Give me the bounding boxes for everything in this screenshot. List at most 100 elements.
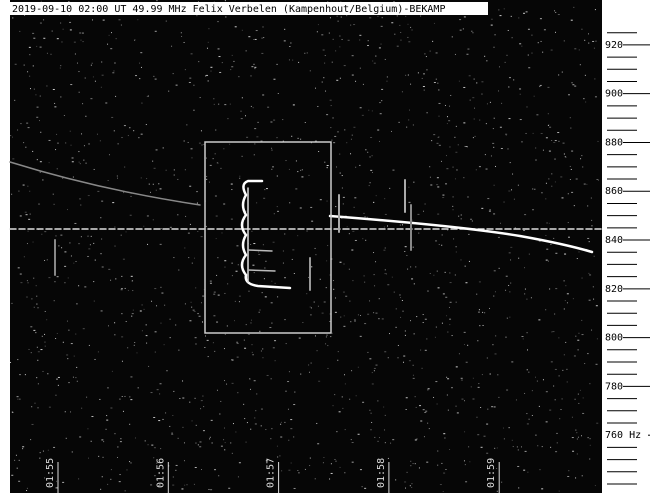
noise-dot (505, 54, 508, 56)
noise-dot (230, 183, 233, 185)
noise-dot (566, 293, 569, 295)
noise-dot (219, 413, 221, 415)
noise-dot (125, 321, 127, 323)
noise-dot (405, 15, 407, 17)
noise-dot (154, 475, 156, 477)
noise-dot (124, 166, 126, 168)
noise-dot (383, 226, 385, 228)
noise-dot (183, 460, 185, 462)
noise-dot (224, 260, 227, 262)
noise-dot (409, 485, 411, 487)
noise-dot (100, 310, 103, 312)
noise-dot (589, 438, 591, 440)
noise-dot (556, 442, 558, 444)
noise-dot (51, 30, 53, 32)
noise-dot (359, 39, 361, 41)
noise-dot (404, 487, 406, 489)
noise-dot (12, 411, 14, 413)
noise-dot (188, 257, 190, 259)
noise-dot (262, 348, 264, 350)
noise-dot (54, 281, 56, 283)
noise-dot (428, 428, 430, 430)
noise-dot (240, 118, 243, 120)
noise-dot (408, 360, 411, 362)
noise-dot (339, 77, 341, 79)
noise-dot (78, 91, 80, 93)
noise-dot (351, 461, 354, 463)
noise-dot (510, 259, 512, 261)
noise-dot (414, 439, 417, 441)
noise-dot (587, 205, 589, 207)
noise-dot (400, 316, 402, 318)
noise-dot (50, 53, 52, 55)
noise-dot (586, 183, 588, 185)
noise-dot (67, 277, 69, 279)
noise-dot (250, 319, 252, 321)
noise-dot (251, 344, 253, 346)
noise-dot (145, 324, 147, 326)
noise-dot (501, 102, 503, 104)
noise-dot (54, 102, 56, 104)
noise-dot (48, 139, 51, 141)
noise-dot (321, 34, 324, 36)
noise-dot (545, 198, 547, 200)
noise-dot (449, 105, 451, 107)
noise-dot (523, 469, 526, 471)
noise-dot (594, 78, 596, 80)
noise-dot (117, 446, 119, 448)
noise-dot (366, 216, 368, 218)
noise-dot (458, 215, 460, 217)
noise-dot (191, 420, 193, 422)
noise-dot (106, 419, 109, 421)
noise-dot (326, 200, 328, 202)
noise-dot (150, 191, 152, 193)
noise-dot (438, 144, 441, 146)
noise-dot (331, 61, 333, 63)
noise-dot (76, 62, 78, 64)
noise-dot (213, 98, 215, 100)
noise-dot (390, 130, 392, 132)
noise-dot (355, 395, 357, 397)
noise-dot (364, 487, 367, 489)
noise-dot (308, 174, 310, 176)
noise-dot (231, 359, 234, 361)
noise-dot (217, 162, 219, 164)
noise-dot (147, 243, 149, 245)
noise-dot (113, 130, 115, 132)
noise-dot (476, 416, 478, 418)
noise-dot (70, 411, 72, 413)
noise-dot (237, 264, 239, 266)
noise-dot (204, 346, 206, 348)
noise-dot (139, 78, 141, 80)
noise-dot (80, 236, 82, 238)
noise-dot (248, 290, 250, 292)
noise-dot (132, 280, 134, 282)
noise-dot (494, 447, 496, 449)
noise-dot (267, 106, 270, 108)
noise-dot (575, 335, 577, 337)
noise-dot (479, 325, 481, 327)
noise-dot (351, 134, 353, 136)
noise-dot (273, 213, 275, 215)
noise-dot (457, 144, 459, 146)
noise-dot (523, 230, 526, 232)
noise-dot (555, 451, 558, 453)
noise-dot (419, 405, 422, 407)
noise-dot (322, 462, 324, 464)
noise-dot (348, 233, 350, 235)
noise-dot (127, 347, 129, 349)
noise-dot (16, 467, 18, 469)
noise-dot (509, 162, 511, 164)
noise-dot (160, 322, 162, 324)
noise-dot (465, 361, 468, 363)
noise-dot (195, 343, 197, 345)
noise-dot (480, 446, 483, 448)
noise-dot (546, 248, 549, 250)
noise-dot (27, 230, 29, 232)
noise-dot (391, 276, 393, 278)
noise-dot (37, 359, 39, 361)
noise-dot (577, 436, 579, 438)
noise-dot (105, 428, 107, 430)
noise-dot (330, 463, 332, 465)
noise-dot (422, 314, 424, 316)
